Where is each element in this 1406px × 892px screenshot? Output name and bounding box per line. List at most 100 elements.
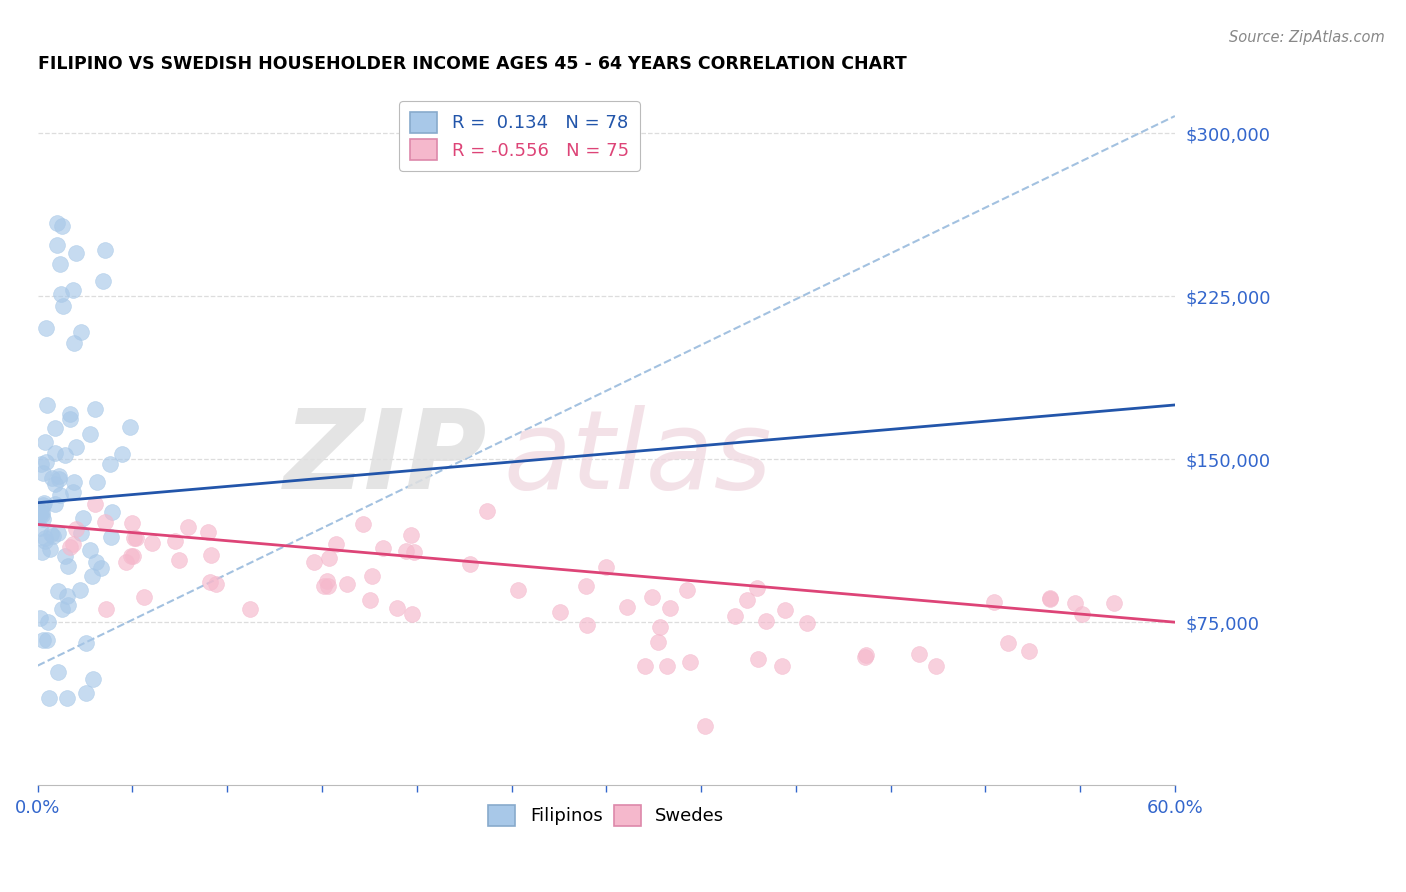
Point xyxy=(59,407,82,421)
Point xyxy=(100,505,122,519)
Point xyxy=(548,605,571,619)
Point xyxy=(907,648,929,662)
Point xyxy=(385,601,408,615)
Point xyxy=(853,649,876,664)
Point xyxy=(30,611,52,625)
Point xyxy=(84,555,107,569)
Point xyxy=(79,543,101,558)
Point xyxy=(53,448,76,462)
Point xyxy=(122,549,145,563)
Point xyxy=(96,602,118,616)
Point xyxy=(69,525,91,540)
Point xyxy=(30,521,52,535)
Point xyxy=(336,577,359,591)
Point xyxy=(100,457,122,471)
Point xyxy=(34,534,56,549)
Point xyxy=(34,531,56,545)
Point xyxy=(120,549,142,563)
Point xyxy=(506,582,529,597)
Point xyxy=(44,476,66,491)
Text: Source: ZipAtlas.com: Source: ZipAtlas.com xyxy=(1229,30,1385,45)
Point xyxy=(796,616,818,631)
Point xyxy=(32,496,55,510)
Point xyxy=(1064,597,1087,611)
Point xyxy=(679,655,702,669)
Point xyxy=(79,427,101,442)
Legend: Filipinos, Swedes: Filipinos, Swedes xyxy=(481,797,731,833)
Point xyxy=(755,614,778,628)
Point xyxy=(595,559,617,574)
Point xyxy=(84,497,107,511)
Point xyxy=(32,498,55,512)
Point xyxy=(167,552,190,566)
Point xyxy=(575,617,598,632)
Text: FILIPINO VS SWEDISH HOUSEHOLDER INCOME AGES 45 - 64 YEARS CORRELATION CHART: FILIPINO VS SWEDISH HOUSEHOLDER INCOME A… xyxy=(38,55,907,73)
Point xyxy=(39,542,62,557)
Point xyxy=(62,283,84,297)
Point xyxy=(404,545,426,559)
Point xyxy=(302,555,325,569)
Point xyxy=(51,219,73,234)
Point xyxy=(46,665,69,679)
Point xyxy=(91,274,114,288)
Point xyxy=(53,549,76,564)
Point xyxy=(48,487,70,501)
Point xyxy=(39,526,62,541)
Point xyxy=(141,536,163,550)
Point xyxy=(315,574,337,589)
Point xyxy=(616,600,638,615)
Point xyxy=(72,510,94,524)
Point xyxy=(62,485,84,500)
Point xyxy=(46,583,69,598)
Point xyxy=(59,540,82,554)
Point xyxy=(90,561,112,575)
Point xyxy=(198,574,221,589)
Point xyxy=(56,598,79,612)
Point xyxy=(475,504,498,518)
Point xyxy=(45,237,67,252)
Point xyxy=(35,632,58,647)
Point xyxy=(997,636,1019,650)
Point xyxy=(65,245,87,260)
Point xyxy=(165,534,187,549)
Point xyxy=(458,557,481,571)
Point xyxy=(30,457,52,471)
Point xyxy=(31,506,53,520)
Point xyxy=(48,468,70,483)
Point xyxy=(401,528,423,542)
Point xyxy=(65,522,87,536)
Point xyxy=(48,472,70,486)
Point xyxy=(373,541,395,555)
Point xyxy=(111,448,134,462)
Point xyxy=(770,658,793,673)
Point xyxy=(75,685,97,699)
Point xyxy=(318,550,340,565)
Point xyxy=(575,578,598,592)
Point xyxy=(28,504,51,518)
Point xyxy=(641,590,664,604)
Point xyxy=(676,583,699,598)
Point xyxy=(62,536,84,550)
Point xyxy=(44,420,66,434)
Point xyxy=(75,635,97,649)
Point xyxy=(44,446,66,460)
Point xyxy=(983,595,1005,609)
Point xyxy=(35,455,58,469)
Point xyxy=(121,516,143,531)
Point xyxy=(177,519,200,533)
Point xyxy=(200,548,222,562)
Point xyxy=(359,592,381,607)
Point xyxy=(59,412,82,426)
Point xyxy=(114,556,136,570)
Point xyxy=(655,658,678,673)
Point xyxy=(773,603,796,617)
Point xyxy=(45,216,67,230)
Point xyxy=(31,545,53,559)
Point xyxy=(239,602,262,616)
Point xyxy=(100,530,122,544)
Point xyxy=(69,582,91,597)
Point xyxy=(49,287,72,301)
Point xyxy=(31,508,53,522)
Point xyxy=(52,299,75,313)
Point xyxy=(34,435,56,450)
